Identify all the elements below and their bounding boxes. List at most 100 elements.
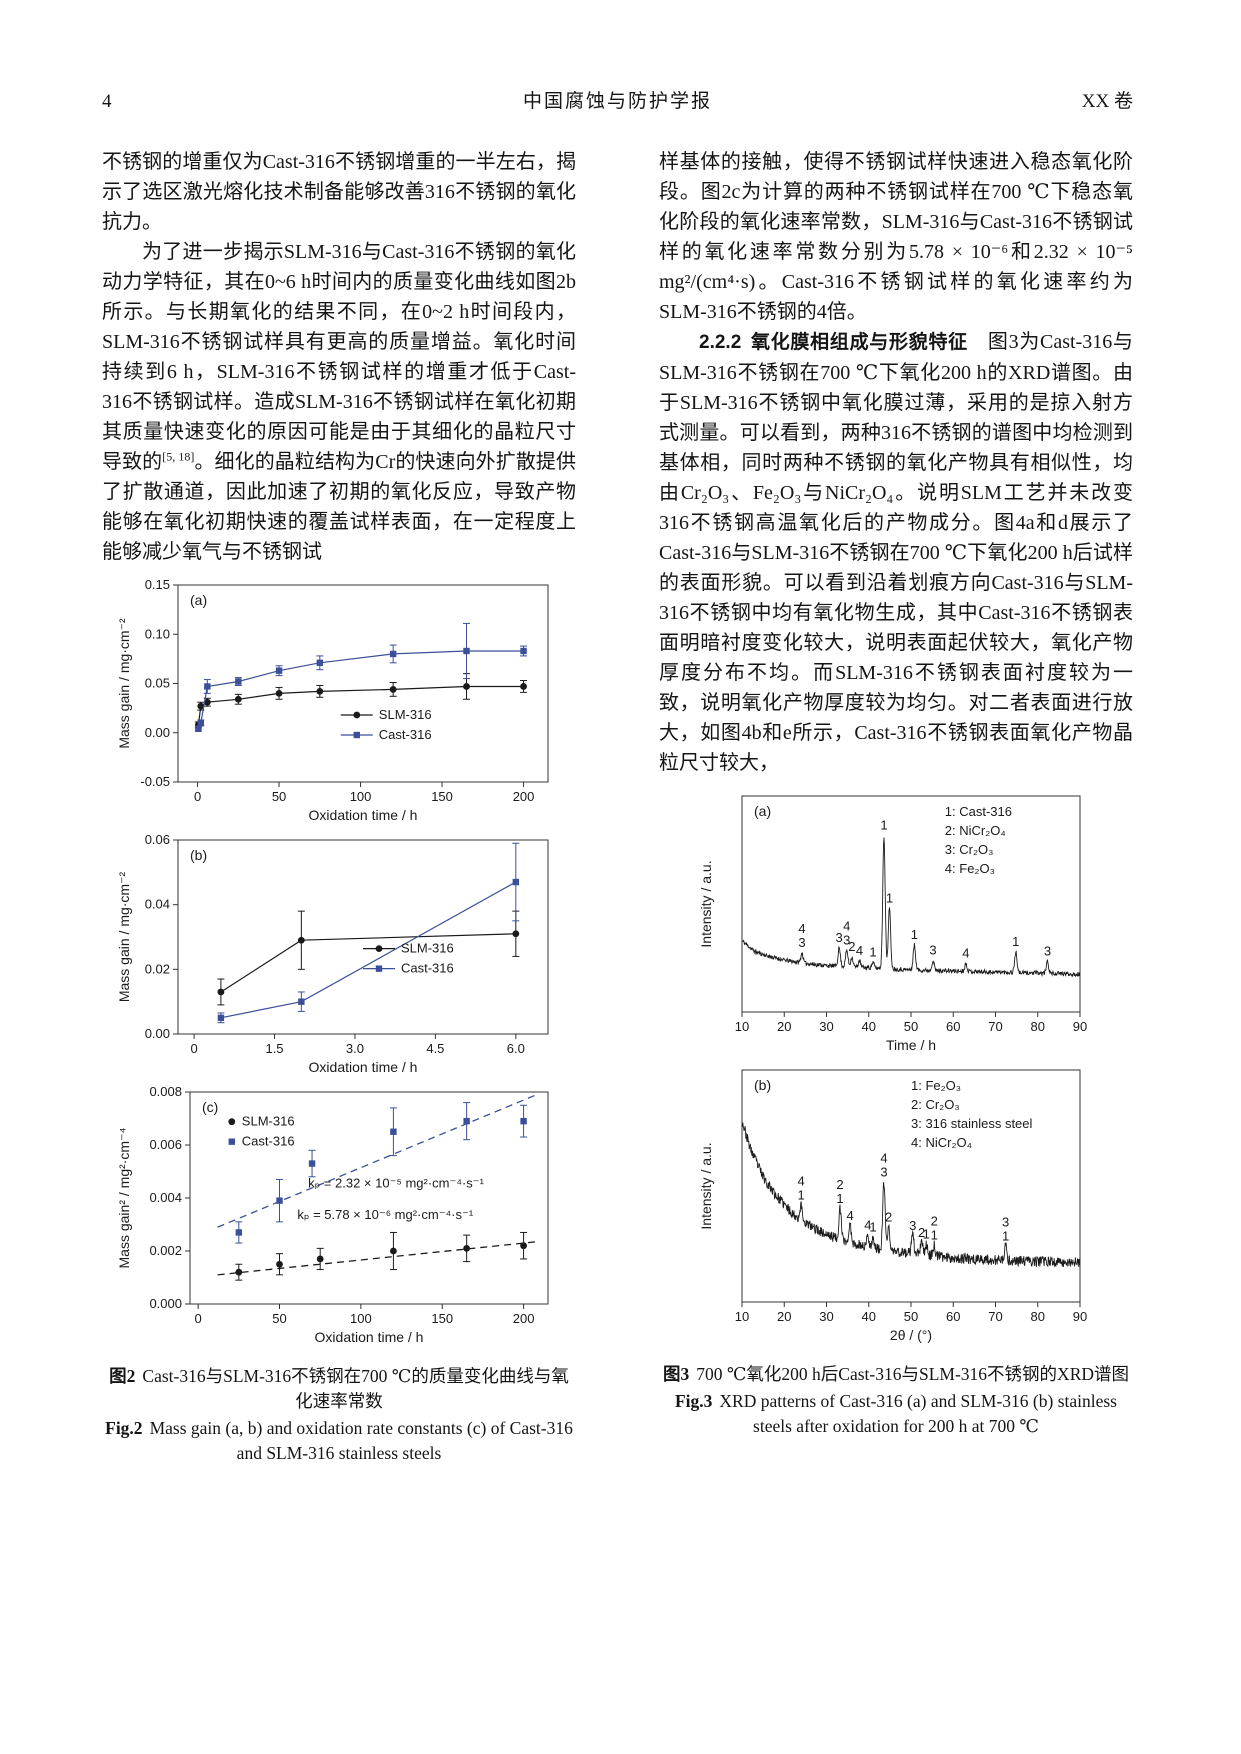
page-number: 4 [102, 91, 112, 112]
svg-text:30: 30 [819, 1309, 833, 1324]
svg-text:70: 70 [988, 1309, 1002, 1324]
svg-text:Oxidation time / h: Oxidation time / h [315, 1329, 424, 1345]
volume-label: XX 卷 [1081, 91, 1133, 112]
paragraph-text: 。细化的晶粒结构为Cr的快速向外扩散提供了扩散通道，因此加速了初期的氧化反应，导… [102, 451, 577, 563]
svg-text:4: 4 [798, 921, 805, 936]
figure-3: 10 20 30 40 50 60 70 80 90 Time / h Intensity / a.… [659, 786, 1133, 1439]
svg-text:SLM-316: SLM-316 [379, 707, 432, 722]
svg-text:Intensity / a.u.: Intensity / a.u. [698, 1142, 714, 1229]
svg-text:2: NiCr₂O₄: 2: NiCr₂O₄ [945, 823, 1006, 838]
svg-text:1: 1 [869, 1220, 876, 1235]
figure-2-label-cn: 图2 [109, 1366, 136, 1386]
paragraph-kinetics: 为了进一步揭示SLM-316与Cast-316不锈钢的氧化动力学特征，其在0~6… [102, 237, 576, 567]
svg-text:4: NiCr₂O₄: 4: NiCr₂O₄ [911, 1135, 972, 1150]
svg-text:70: 70 [988, 1019, 1002, 1034]
fig2c-rate-constant-chart: 0 50 100 150 200 0.000 0.002 0.004 0.006 0.008 Oxi… [116, 1084, 549, 1345]
svg-text:(a): (a) [190, 592, 207, 608]
svg-text:90: 90 [1073, 1309, 1087, 1324]
svg-text:1.5: 1.5 [265, 1041, 283, 1056]
svg-text:20: 20 [777, 1019, 791, 1034]
svg-text:1: 1 [1002, 1229, 1009, 1244]
svg-text:0: 0 [195, 1311, 202, 1326]
paragraph-continuation: 不锈钢的增重仅为Cast-316不锈钢增重的一半左右，揭示了选区激光熔化技术制备… [102, 147, 576, 237]
figure-2-caption-text-en: Mass gain (a, b) and oxidation rate cons… [149, 1418, 573, 1463]
svg-text:150: 150 [431, 1311, 453, 1326]
svg-text:3: 3 [836, 930, 843, 945]
paragraph-text: 不锈钢的增重仅为Cast-316不锈钢增重的一半左右，揭示了选区激光熔化技术制备… [102, 151, 576, 233]
svg-text:0.10: 0.10 [145, 626, 170, 641]
figure-2-caption-cn: 图2 Cast-316与SLM-316不锈钢在700 ℃的质量变化曲线与氧化速率常… [102, 1364, 576, 1414]
svg-text:2: 2 [885, 1210, 892, 1225]
fig2b-mass-gain-short-term-chart: 0 1.5 3.0 4.5 6.0 0.00 0.02 0.04 0.06 Oxidation t… [116, 832, 549, 1075]
figure-3-label-en: Fig.3 [674, 1391, 713, 1411]
svg-text:0: 0 [194, 789, 201, 804]
svg-text:1: 1 [931, 1227, 938, 1242]
svg-text:-0.05: -0.05 [140, 774, 170, 789]
figure-3-caption-cn: 图3 700 ℃氧化200 h后Cast-316与SLM-316不锈钢的XRD谱图 [659, 1362, 1133, 1387]
svg-text:3: 3 [1002, 1215, 1009, 1230]
svg-text:2: 2 [836, 1177, 843, 1192]
svg-text:0.04: 0.04 [145, 897, 170, 912]
svg-text:4: Fe₂O₃: 4: Fe₂O₃ [945, 861, 995, 876]
figure-2-label-en: Fig.2 [105, 1418, 143, 1438]
svg-text:SLM-316: SLM-316 [401, 941, 454, 956]
left-column: 不锈钢的增重仅为Cast-316不锈钢增重的一半左右，揭示了选区激光熔化技术制备… [102, 147, 576, 1468]
svg-text:2: Cr₂O₃: 2: Cr₂O₃ [911, 1097, 960, 1112]
fig3b-xrd-slm316-chart: 10 20 30 40 50 60 70 80 90 2θ / (°) Intensity / a.… [698, 1069, 1087, 1343]
svg-text:Mass gain² / mg²·cm⁻⁴: Mass gain² / mg²·cm⁻⁴ [116, 1128, 132, 1269]
svg-text:kₚ = 5.78 × 10⁻⁶ mg²·cm⁻⁴·s⁻¹: kₚ = 5.78 × 10⁻⁶ mg²·cm⁻⁴·s⁻¹ [297, 1207, 473, 1222]
svg-text:0.15: 0.15 [145, 577, 170, 592]
svg-text:3: 3 [843, 932, 850, 947]
svg-text:3.0: 3.0 [346, 1041, 364, 1056]
svg-text:2: 2 [918, 1225, 925, 1240]
svg-text:4.5: 4.5 [426, 1041, 444, 1056]
svg-text:100: 100 [350, 1311, 372, 1326]
svg-text:80: 80 [1031, 1019, 1045, 1034]
paragraph-text: 为了进一步揭示SLM-316与Cast-316不锈钢的氧化动力学特征，其在0~6… [102, 241, 576, 473]
svg-text:100: 100 [350, 789, 372, 804]
svg-text:1: 1 [869, 945, 876, 960]
svg-text:kₚ = 2.32 × 10⁻⁵ mg²·cm⁻⁴·s⁻¹: kₚ = 2.32 × 10⁻⁵ mg²·cm⁻⁴·s⁻¹ [308, 1175, 485, 1190]
svg-text:0.002: 0.002 [149, 1243, 182, 1258]
svg-text:60: 60 [946, 1019, 960, 1034]
svg-text:3: 316 stainless steel: 3: 316 stainless steel [911, 1116, 1033, 1131]
svg-text:(b): (b) [754, 1077, 771, 1093]
svg-text:(a): (a) [754, 803, 771, 819]
figure-3-caption: 图3 700 ℃氧化200 h后Cast-316与SLM-316不锈钢的XRD谱图… [659, 1362, 1133, 1439]
svg-text:1: Fe₂O₃: 1: Fe₂O₃ [911, 1078, 961, 1093]
paragraph-section-222: 2.2.2 氧化膜相组成与形貌特征 图3为Cast-316与SLM-316不锈钢在7… [659, 327, 1133, 778]
figure-2-caption: 图2 Cast-316与SLM-316不锈钢在700 ℃的质量变化曲线与氧化速率常… [102, 1364, 576, 1466]
figure-3-caption-text-cn: 700 ℃氧化200 h后Cast-316与SLM-316不锈钢的XRD谱图 [696, 1364, 1130, 1384]
fig2a-mass-gain-long-term-chart: 0 50 100 150 200 -0.05 0.00 0.05 0.10 0.15 Oxidati… [116, 577, 549, 823]
svg-text:1: 1 [798, 1188, 805, 1203]
svg-text:Cast-316: Cast-316 [401, 961, 454, 976]
svg-text:1: 1 [1012, 934, 1019, 949]
svg-text:60: 60 [946, 1309, 960, 1324]
svg-text:0.02: 0.02 [145, 961, 170, 976]
svg-text:0.00: 0.00 [145, 725, 170, 740]
two-column-body: 不锈钢的增重仅为Cast-316不锈钢增重的一半左右，揭示了选区激光熔化技术制备… [102, 147, 1133, 1468]
figure-2: 0 50 100 150 200 -0.05 0.00 0.05 0.10 0.15 Oxidati… [102, 575, 576, 1466]
figure-3-caption-en: Fig.3 XRD patterns of Cast-316 (a) and SL… [659, 1389, 1133, 1439]
svg-text:4: 4 [847, 1208, 854, 1223]
svg-text:Cast-316: Cast-316 [379, 727, 432, 742]
citation-ref: [5, 18] [162, 449, 195, 464]
svg-text:SLM-316: SLM-316 [242, 1114, 295, 1129]
svg-text:40: 40 [862, 1019, 876, 1034]
svg-text:4: 4 [962, 946, 969, 961]
svg-text:50: 50 [904, 1019, 918, 1034]
svg-text:4: 4 [864, 1218, 871, 1233]
svg-text:1: 1 [886, 890, 893, 905]
svg-text:4: 4 [798, 1174, 805, 1189]
fig3a-xrd-cast316-chart: 10 20 30 40 50 60 70 80 90 Time / h Intensity / a.… [698, 795, 1087, 1053]
svg-text:2θ / (°): 2θ / (°) [890, 1327, 932, 1343]
svg-text:50: 50 [272, 789, 286, 804]
svg-text:1: 1 [911, 927, 918, 942]
svg-text:4: 4 [880, 1151, 887, 1166]
svg-text:2: 2 [931, 1213, 938, 1228]
svg-text:Mass gain / mg·cm⁻²: Mass gain / mg·cm⁻² [116, 872, 132, 1003]
svg-text:0.00: 0.00 [145, 1026, 170, 1041]
svg-text:Oxidation time / h: Oxidation time / h [309, 807, 418, 823]
paragraph-text: 样基体的接触，使得不锈钢试样快速进入稳态氧化阶段。图2c为计算的两种不锈钢试样在… [659, 151, 1133, 323]
svg-text:Time / h: Time / h [886, 1037, 936, 1053]
